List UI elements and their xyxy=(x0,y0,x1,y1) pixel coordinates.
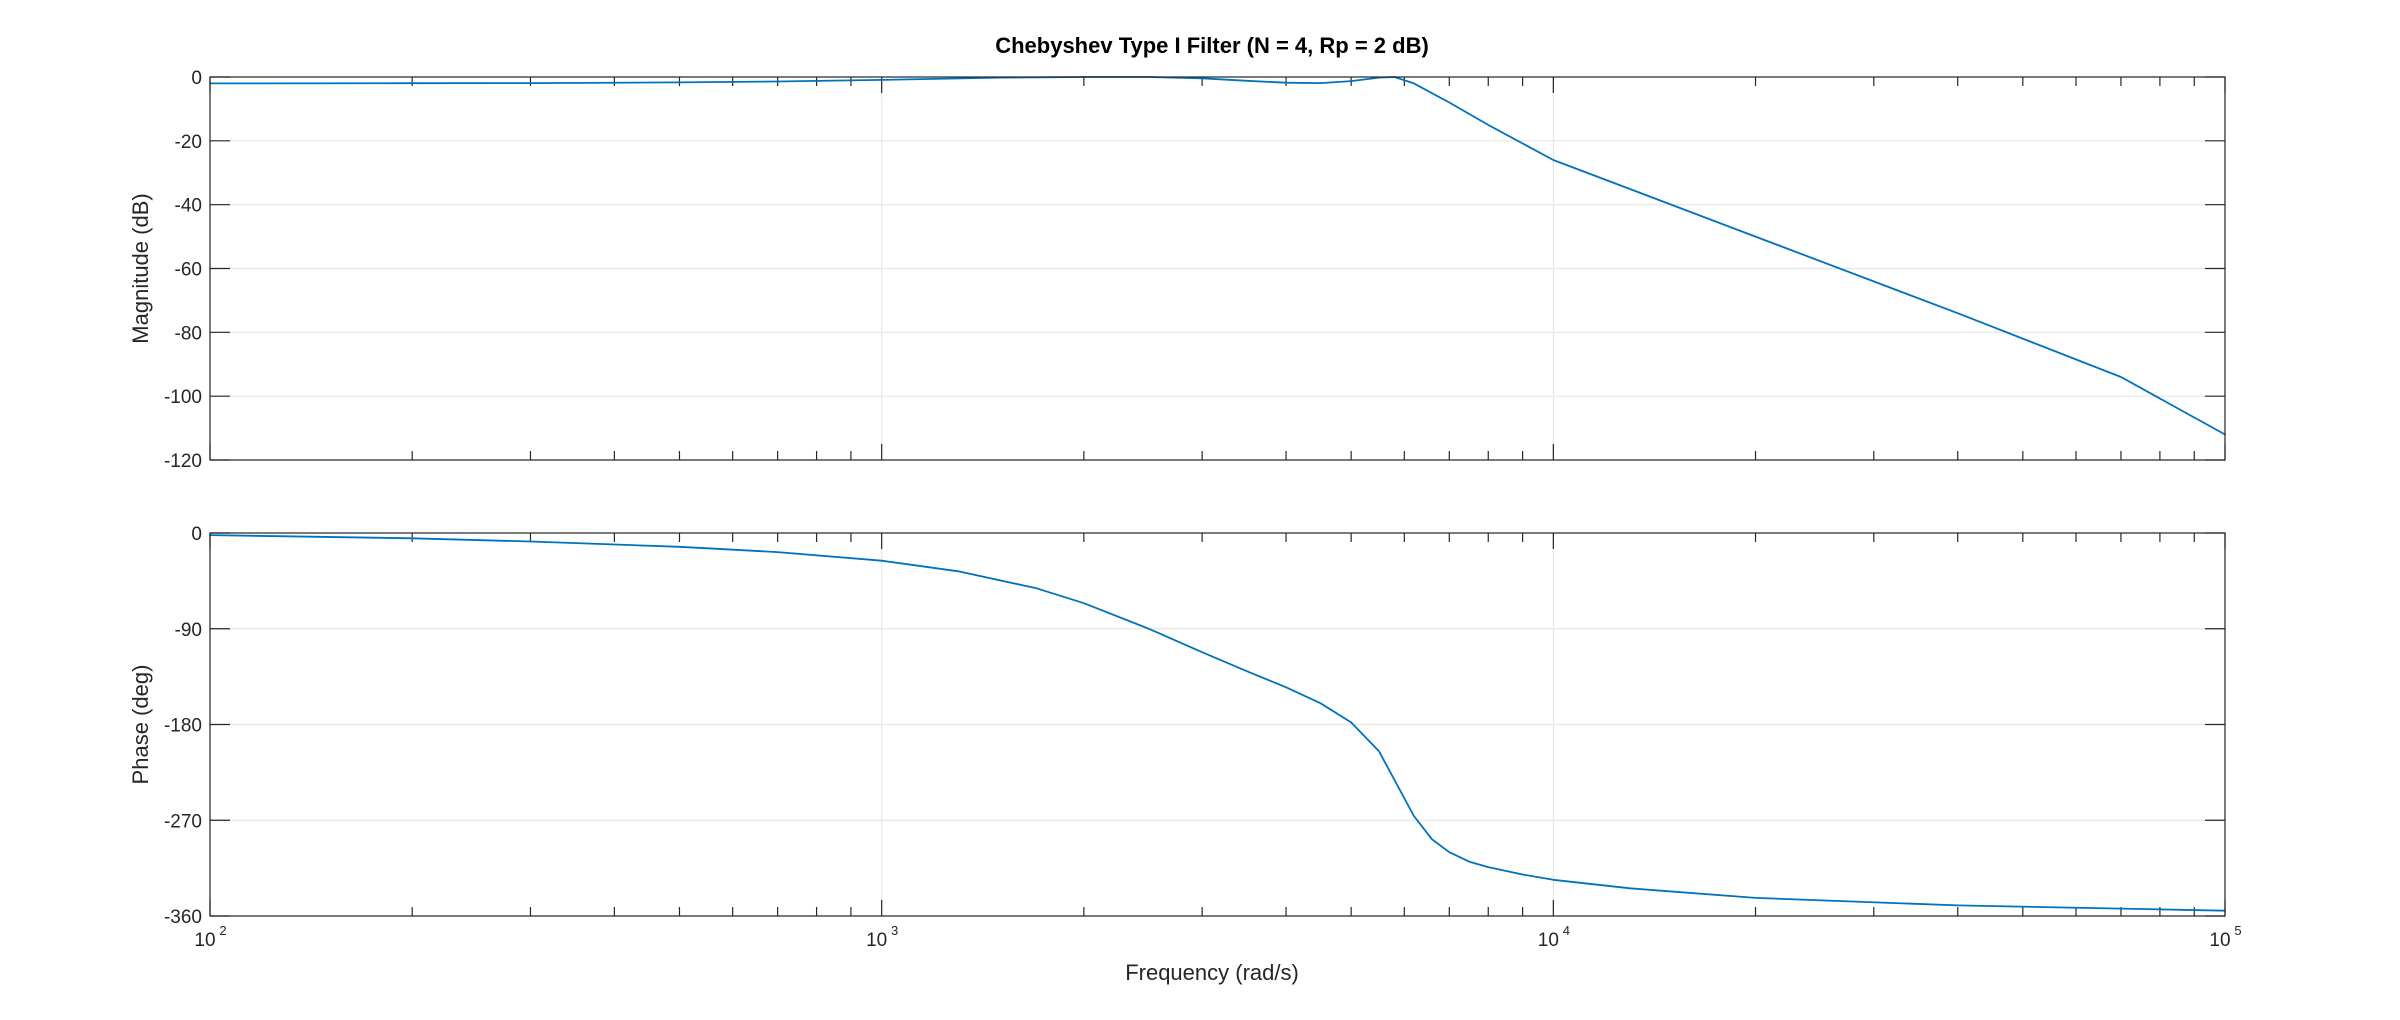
y-axis-title: Phase (deg) xyxy=(128,665,153,785)
y-tick-label: -360 xyxy=(164,907,202,928)
y-tick-label: -120 xyxy=(164,451,202,472)
y-tick-label: -40 xyxy=(175,196,202,217)
x-tick-label: 10 4 xyxy=(1538,923,1570,951)
phase-response-line xyxy=(209,534,2226,912)
x-tick-label-exponent: 2 xyxy=(219,923,226,938)
x-tick-label: 10 3 xyxy=(866,923,898,951)
x-tick-label-base: 10 xyxy=(866,930,887,951)
chart-title: Chebyshev Type I Filter (N = 4, Rp = 2 d… xyxy=(995,33,1429,58)
magnitude-response-line xyxy=(209,76,2226,436)
y-tick-label: -60 xyxy=(175,260,202,281)
y-tick-label: -100 xyxy=(164,387,202,408)
y-axis-title: Magnitude (dB) xyxy=(128,193,153,343)
x-axis-title: Frequency (rad/s) xyxy=(1125,960,1299,985)
y-tick-label: -80 xyxy=(175,323,202,344)
x-tick-label-exponent: 5 xyxy=(2234,923,2241,938)
panel-phase: 0 -90 -180 -270 -360 Phase (deg) xyxy=(128,524,2226,928)
x-tick-label-base: 10 xyxy=(194,930,215,951)
y-tick-label: -20 xyxy=(175,132,202,153)
x-tick-label: 10 2 xyxy=(194,923,226,951)
x-tick-label-base: 10 xyxy=(1538,930,1559,951)
axes-box xyxy=(209,532,2226,917)
y-tick-label: -90 xyxy=(175,620,202,641)
panel-magnitude: 0 -20 -40 -60 -80 -100 -120 Magnitude (dB) xyxy=(128,68,2226,472)
x-tick-label: 10 5 xyxy=(2209,923,2241,951)
y-tick-label: -180 xyxy=(164,716,202,737)
x-tick-label-exponent: 4 xyxy=(1563,923,1570,938)
axes-box xyxy=(209,76,2226,461)
x-tick-label-exponent: 3 xyxy=(891,923,898,938)
y-tick-label: 0 xyxy=(191,524,202,545)
x-tick-label-base: 10 xyxy=(2209,930,2230,951)
y-tick-label: 0 xyxy=(191,68,202,89)
y-tick-label: -270 xyxy=(164,811,202,832)
